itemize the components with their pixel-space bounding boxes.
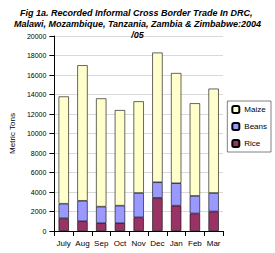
svg-text:Beans: Beans — [244, 122, 267, 131]
svg-text:18000: 18000 — [27, 52, 47, 59]
svg-text:20000: 20000 — [27, 33, 47, 40]
svg-text:6000: 6000 — [31, 169, 47, 176]
svg-text:/05: /05 — [130, 30, 145, 40]
svg-text:Sep: Sep — [94, 239, 109, 248]
svg-text:Aug: Aug — [75, 239, 89, 248]
svg-text:Rice: Rice — [244, 139, 261, 148]
svg-text:12000: 12000 — [27, 111, 47, 118]
svg-text:Dec: Dec — [150, 239, 164, 248]
svg-text:Feb: Feb — [188, 239, 202, 248]
svg-text:July: July — [57, 239, 71, 248]
svg-text:10000: 10000 — [27, 130, 47, 137]
svg-text:Malawi, Mozambique, Tanzania,: Malawi, Mozambique, Tanzania, Zambia & Z… — [14, 19, 261, 29]
svg-text:8000: 8000 — [31, 150, 47, 157]
svg-text:16000: 16000 — [27, 72, 47, 79]
svg-text:Oct: Oct — [114, 239, 127, 248]
svg-text:Mar: Mar — [207, 239, 221, 248]
svg-text:14000: 14000 — [27, 91, 47, 98]
svg-text:0: 0 — [42, 228, 46, 235]
svg-text:2000: 2000 — [31, 208, 47, 215]
svg-text:Metric Tons: Metric Tons — [8, 113, 17, 154]
svg-text:Nov: Nov — [132, 239, 146, 248]
svg-text:Maize: Maize — [244, 105, 266, 114]
svg-text:Fig 1a. Recorded Informal Cros: Fig 1a. Recorded Informal Cross Border T… — [20, 8, 255, 18]
svg-text:Jan: Jan — [170, 239, 183, 248]
svg-text:4000: 4000 — [31, 189, 47, 196]
